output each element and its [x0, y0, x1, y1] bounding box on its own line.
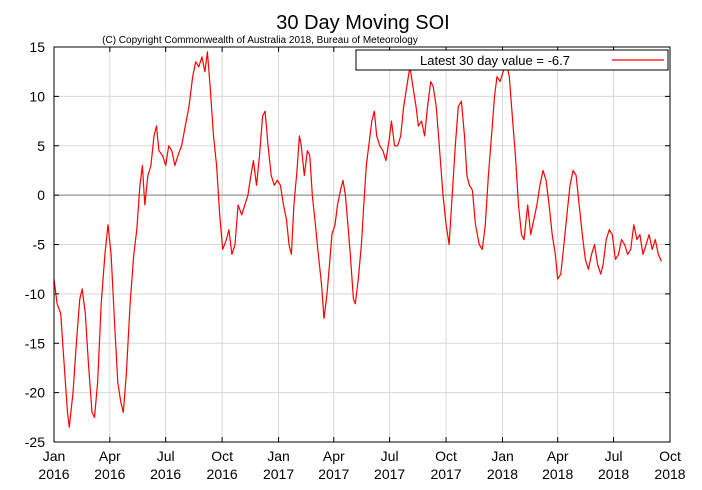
x-tick-year: 2017 [430, 466, 461, 482]
x-tick-month: Apr [99, 448, 121, 464]
chart-title: 30 Day Moving SOI [276, 12, 449, 34]
x-tick-month: Oct [435, 448, 457, 464]
y-tick-label: 15 [29, 39, 45, 55]
y-tick-label: -25 [25, 434, 45, 450]
x-tick-year: 2016 [38, 466, 69, 482]
x-tick-month: Jan [491, 448, 514, 464]
x-tick-year: 2018 [654, 466, 685, 482]
y-tick-label: 10 [29, 88, 45, 104]
x-tick-month: Oct [211, 448, 233, 464]
y-tick-label: -10 [25, 286, 45, 302]
x-tick-year: 2018 [542, 466, 573, 482]
soi-series-line [53, 51, 662, 428]
x-tick-year: 2016 [150, 466, 181, 482]
y-tick-label: -20 [25, 385, 45, 401]
y-tick-label: -15 [25, 335, 45, 351]
x-tick-month: Apr [547, 448, 569, 464]
x-tick-year: 2016 [94, 466, 125, 482]
series-group [53, 51, 662, 428]
x-tick-month: Jul [381, 448, 399, 464]
x-tick-year: 2017 [318, 466, 349, 482]
x-tick-year: 2016 [207, 466, 238, 482]
plot-frame [53, 46, 671, 443]
x-tick-month: Apr [323, 448, 345, 464]
x-tick-month: Jul [157, 448, 175, 464]
legend: Latest 30 day value = -6.7 [355, 49, 669, 71]
x-tick-year: 2017 [374, 466, 405, 482]
x-tick-year: 2017 [263, 466, 294, 482]
chart-subtitle: (C) Copyright Commonwealth of Australia … [102, 35, 418, 46]
y-tick-label: 0 [37, 187, 45, 203]
x-tick-year: 2018 [487, 466, 518, 482]
x-tick-year: 2018 [598, 466, 629, 482]
x-tick-month: Jan [43, 448, 66, 464]
x-axis: Jan 2016 Apr 2016 Jul 2016 Oct 2016 Jan 2017 Apr 20… [38, 47, 686, 482]
y-tick-label: 5 [37, 138, 45, 154]
x-tick-month: Jul [605, 448, 623, 464]
legend-box [355, 49, 669, 71]
x-tick-month: Oct [659, 448, 681, 464]
y-tick-label: -5 [33, 237, 46, 253]
legend-label: Latest 30 day value = -6.7 [420, 53, 570, 68]
x-tick-month: Jan [267, 448, 290, 464]
